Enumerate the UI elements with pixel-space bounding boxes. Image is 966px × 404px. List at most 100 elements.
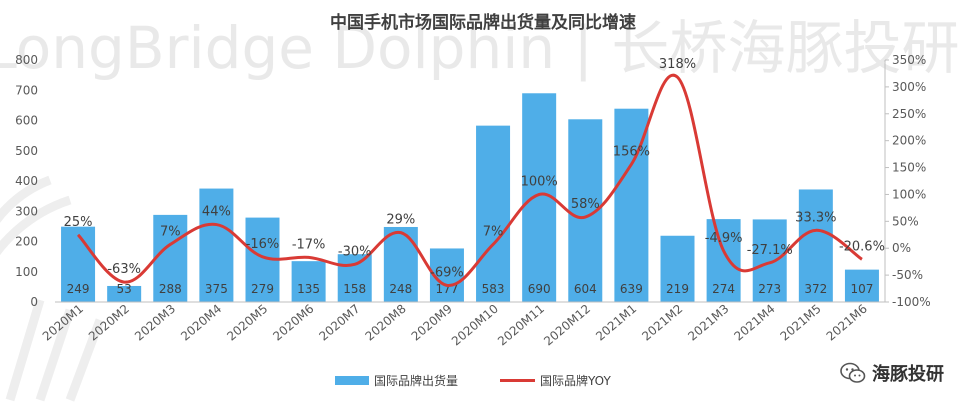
right-axis-tick-label: 250% [892, 107, 926, 121]
bar-value-label: 279 [251, 282, 274, 296]
x-axis-tick-label: 2020M12 [541, 302, 593, 349]
bar [660, 235, 695, 302]
x-axis: 2020M1 2020M2 2020M3 2020M4 2020M5 2020M6 2020… [40, 301, 885, 349]
left-axis-tick-label: 500 [15, 144, 38, 158]
watermark-layer: LongBridge Dolphin | 长桥海豚投研 [0, 14, 959, 402]
yoy-value-label: -27.1% [747, 243, 793, 258]
right-axis-tick-label: 200% [892, 134, 926, 148]
brand-text: 海豚投研 [872, 364, 944, 385]
legend-swatch-bar [335, 376, 369, 385]
bar [844, 269, 879, 302]
x-axis-tick-label: 2020M8 [363, 302, 409, 344]
bar-value-label: 248 [389, 282, 412, 296]
bar-value-label: 375 [205, 282, 228, 296]
yoy-value-label: 7% [160, 224, 181, 239]
bar-value-label: 273 [758, 282, 781, 296]
left-axis-tick-label: 800 [15, 53, 38, 67]
bar [61, 226, 96, 302]
bar-value-label: 135 [297, 282, 320, 296]
right-axis-tick-label: 100% [892, 187, 926, 201]
x-axis-tick-label: 2021M2 [639, 302, 685, 344]
bar-value-label: 107 [850, 282, 873, 296]
left-axis: 0 100 200 300 400 500 600 700 800 [15, 53, 38, 309]
yoy-value-label: 100% [521, 174, 558, 189]
yoy-value-label: -17% [292, 237, 326, 252]
chart-title: 中国手机市场国际品牌出货量及同比增速 [330, 12, 636, 33]
left-axis-tick-label: 700 [15, 83, 38, 97]
bar-value-label: 690 [528, 282, 551, 296]
right-axis-tick-label: 350% [892, 53, 926, 67]
yoy-value-label: 156% [613, 144, 650, 159]
bar [798, 189, 833, 302]
bar-value-label: 639 [620, 282, 643, 296]
line-labels: 25% -63% 7% 44% -16% -17% -30% 29% -69% 7% 100% 58%… [64, 57, 885, 280]
left-axis-tick-label: 0 [30, 295, 38, 309]
left-axis-tick-label: 600 [15, 114, 38, 128]
yoy-value-label: -63% [107, 262, 141, 277]
right-axis-tick-label: 150% [892, 161, 926, 175]
left-axis-tick-label: 300 [15, 204, 38, 218]
x-axis-tick-label: 2020M2 [86, 302, 132, 344]
bar [153, 214, 188, 302]
bar [199, 188, 234, 302]
bar [291, 261, 326, 302]
bar [107, 285, 142, 302]
x-axis-tick-label: 2021M4 [731, 302, 777, 344]
yoy-value-label: 7% [483, 224, 504, 239]
left-axis-tick-label: 100 [15, 265, 38, 279]
bar-value-label: 219 [666, 282, 689, 296]
legend-label-line: 国际品牌YOY [540, 374, 611, 388]
yoy-value-label: 33.3% [795, 210, 836, 225]
x-axis-tick-label: 2020M11 [495, 302, 547, 349]
yoy-value-label: -69% [430, 265, 464, 280]
yoy-line [76, 73, 863, 287]
yoy-value-label: 318% [659, 57, 696, 72]
left-axis-tick-label: 400 [15, 174, 38, 188]
bar-value-label: 53 [117, 282, 132, 296]
bar-value-label: 604 [574, 282, 597, 296]
x-axis-tick-label: 2021M3 [685, 302, 731, 344]
yoy-value-label: -30% [338, 244, 372, 259]
right-axis-tick-label: 300% [892, 80, 926, 94]
wechat-icon [840, 362, 866, 383]
x-axis-tick-label: 2020M7 [316, 302, 362, 344]
right-axis: -100% -50% 0% 50% 100% 150% 200% 250% 300% 350% [884, 53, 931, 309]
x-axis-tick-label: 2020M3 [132, 302, 178, 344]
bar [337, 254, 372, 302]
bar [476, 125, 511, 302]
right-axis-tick-label: -100% [892, 295, 931, 309]
yoy-value-label: -20.6% [839, 239, 885, 254]
x-axis-tick-label: 2021M5 [778, 302, 824, 344]
bar-value-label: 249 [67, 282, 90, 296]
bar-labels: 249 53 288 375 279 135 158 248 177 583 690 604 639 21… [67, 282, 874, 296]
yoy-value-label: -16% [246, 237, 280, 252]
watermark-text: LongBridge Dolphin | 长桥海豚投研 [0, 14, 959, 82]
legend: 国际品牌出货量 国际品牌YOY [335, 373, 611, 388]
bar-value-label: 288 [159, 282, 182, 296]
x-axis-tick-label: 2020M6 [270, 302, 316, 344]
x-axis-tick-label: 2020M10 [449, 302, 501, 349]
left-axis-tick-label: 200 [15, 235, 38, 249]
brand-badge: 海豚投研 [840, 360, 944, 386]
yoy-value-label: 29% [386, 213, 415, 228]
x-axis-tick-label: 2021M1 [593, 302, 639, 344]
legend-label-bar: 国际品牌出货量 [374, 373, 458, 388]
bar [706, 219, 741, 302]
watermark-logo [0, 175, 105, 402]
yoy-value-label: 58% [571, 197, 600, 212]
x-axis-tick-label: 2020M5 [224, 302, 270, 344]
yoy-value-label: -4.9% [705, 231, 743, 246]
right-axis-tick-label: 50% [892, 214, 919, 228]
yoy-value-label: 44% [202, 205, 231, 220]
line-series [76, 73, 863, 287]
bar-value-label: 583 [482, 282, 505, 296]
bar-value-label: 274 [712, 282, 735, 296]
bar [752, 219, 787, 302]
bar-value-label: 158 [343, 282, 366, 296]
right-axis-tick-label: -50% [892, 268, 923, 282]
yoy-value-label: 25% [64, 215, 93, 230]
bar-value-label: 372 [804, 282, 827, 296]
x-axis-tick-label: 2020M4 [178, 302, 224, 344]
x-axis-tick-label: 2020M9 [409, 302, 455, 344]
